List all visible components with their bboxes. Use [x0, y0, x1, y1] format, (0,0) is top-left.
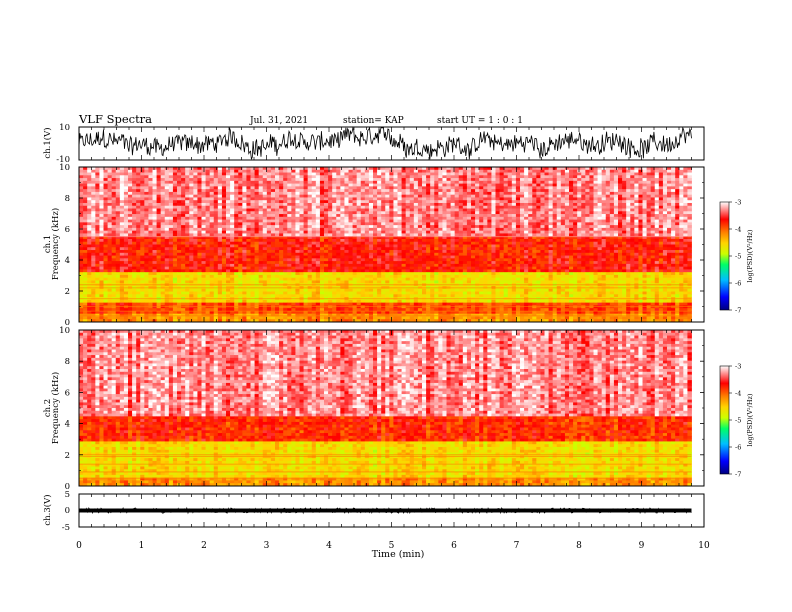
freq-tick-label: 8	[65, 357, 70, 367]
freq-tick-label: 10	[59, 326, 70, 336]
colorbar-tick-label: -6	[735, 280, 741, 288]
freq-tick-label: 4	[65, 420, 70, 430]
freq-tick-label: 8	[65, 194, 70, 204]
time-tick-label: 9	[639, 541, 645, 551]
ch3-waveform-panel: 5 0 -5 ch.3(V)	[42, 490, 705, 533]
freq-tick-label: 0	[65, 482, 70, 492]
ch3-ytick-bottom: -5	[62, 523, 70, 533]
ch1-ylabel: ch.1(V)	[42, 127, 53, 158]
freq-tick-label: 4	[65, 256, 70, 266]
colorbar-tick-label: -5	[735, 417, 741, 425]
ch3-waveform-band	[79, 508, 692, 513]
colorbar-tick-label: -4	[735, 390, 741, 398]
ch1-colorbar-label: log(PSD)(V²/Hz)	[746, 229, 754, 282]
ch1-waveform-line	[78, 126, 692, 160]
colorbar-tick-label: -6	[735, 444, 741, 452]
ch2-colorbar: -3 -4 -5 -6 -7 log(PSD)(V²/Hz)	[719, 363, 754, 479]
time-tick-label: 1	[139, 541, 145, 551]
ch1-ytick-top: 10	[59, 123, 70, 133]
time-tick-label: 3	[264, 541, 270, 551]
freq-tick-label: 6	[65, 225, 70, 235]
time-tick-label: 8	[576, 541, 582, 551]
colorbar-tick-label: -7	[735, 307, 741, 315]
freq-tick-label: 2	[65, 287, 70, 297]
ch3-ytick-mid: 0	[65, 506, 70, 516]
ch1-spectrogram-panel: 0 2 4 6 8 10 ch.1 Frequency (kHz) -3 -4 -5 -6 -7 …	[43, 163, 754, 328]
time-axis-labels: 0 1 2 3 4 5 6 7 8 9 10	[76, 541, 710, 551]
freq-tick-label: 10	[59, 163, 70, 173]
start-time-label: start UT = 1 : 0 : 1	[437, 116, 523, 126]
date-label: Jul. 31, 2021	[249, 116, 308, 126]
time-tick-label: 7	[514, 541, 520, 551]
time-tick-label: 2	[201, 541, 207, 551]
freq-tick-label: 6	[65, 388, 70, 398]
time-tick-label: 5	[389, 541, 395, 551]
freq-tick-label: 2	[65, 451, 70, 461]
figure-title: VLF Spectra	[78, 112, 152, 126]
time-tick-label: 10	[698, 541, 710, 551]
freq-tick-label: 0	[65, 318, 70, 328]
ch3-waveform-line	[78, 506, 692, 515]
ch2-spec-ylabel: Frequency (kHz)	[50, 372, 61, 444]
colorbar-tick-label: -3	[735, 363, 741, 371]
ch1-spec-ylabel-ch: ch.1	[43, 235, 53, 253]
colorbar-tick-label: -4	[735, 226, 741, 234]
colorbar-tick-label: -3	[735, 199, 741, 207]
time-tick-label: 4	[326, 541, 332, 551]
time-axis-ticks	[78, 127, 705, 527]
colorbar-tick-label: -7	[735, 471, 741, 479]
ch2-spec-ylabel-ch: ch.2	[43, 399, 53, 417]
time-tick-label: 0	[76, 541, 82, 551]
ch2-colorbar-label: log(PSD)(V²/Hz)	[746, 393, 754, 446]
time-axis-label: Time (min)	[372, 549, 425, 560]
colorbar-tick-label: -5	[735, 253, 741, 261]
ch2-spectrogram-panel: 0 2 4 6 8 10 ch.2 Frequency (kHz) -3 -4 -5 -6 -7 …	[43, 326, 754, 492]
ch2-spectrogram-image	[79, 330, 692, 487]
ch3-ylabel: ch.3(V)	[42, 494, 53, 525]
ch3-ytick-top: 5	[65, 490, 70, 500]
time-tick-label: 6	[451, 541, 457, 551]
ch1-spec-ylabel: Frequency (kHz)	[50, 208, 61, 280]
ch1-colorbar: -3 -4 -5 -6 -7 log(PSD)(V²/Hz)	[719, 199, 754, 315]
ch1-ytick-bottom: -10	[56, 155, 70, 165]
station-label: station= KAP	[343, 116, 404, 126]
ch1-spectrogram-image	[79, 167, 692, 323]
